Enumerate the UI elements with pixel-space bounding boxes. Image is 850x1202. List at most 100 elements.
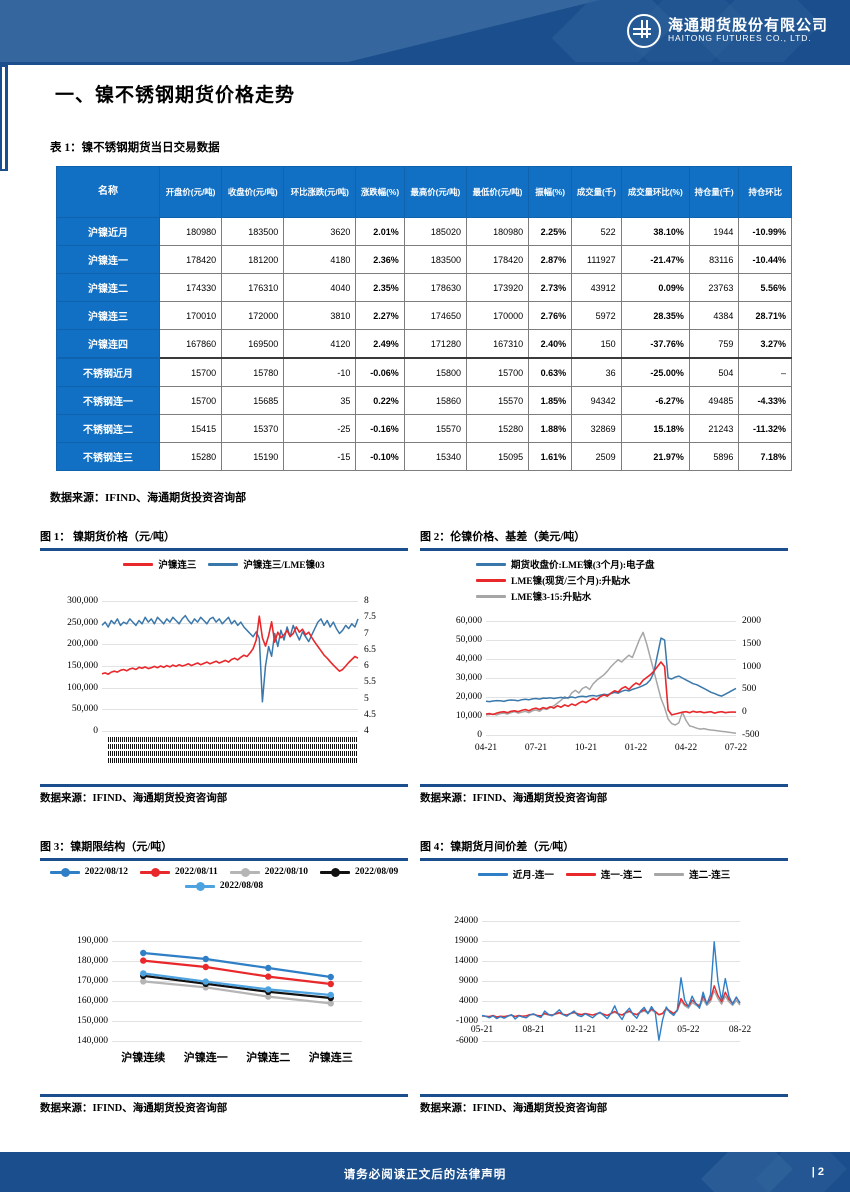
figure-3-source: 数据来源：IFIND、海通期货投资咨询部	[40, 1103, 228, 1114]
table-cell: 35	[283, 386, 357, 415]
figure-4-plot-area: -6000 -1000 4000 9000 14000 19000 24000 05-21 08…	[420, 863, 788, 1091]
gridline	[486, 640, 736, 641]
table-cell: 15700	[158, 357, 223, 387]
figure-4-caption: 图 4：镍期货月间价差（元/吨）	[420, 841, 575, 853]
axis-tick-label: -1000	[455, 1016, 478, 1026]
table-cell: 15415	[158, 414, 223, 443]
table-cell: 2.40%	[528, 329, 573, 359]
table-cell: -10	[283, 357, 357, 387]
gridline	[486, 678, 736, 679]
figure-1-legend: 沪镍连三 沪镍连三/LME镍03	[40, 553, 408, 571]
axis-tick-label: 0	[477, 730, 482, 740]
table-cell: 2.73%	[528, 273, 573, 302]
table-cell: 167310	[465, 329, 530, 359]
axis-tick-label: 11-21	[574, 1025, 597, 1035]
table-row-name: 沪镍连二	[56, 273, 160, 302]
y-axis-left-labels: 0 10,000 20,000 30,000 40,000 50,000 60,000	[420, 553, 482, 781]
axis-tick-label: 05-22	[677, 1025, 700, 1035]
axis-tick-label: 100,000	[67, 682, 98, 693]
company-name-cn: 海通期货股份有限公司	[667, 17, 828, 34]
table-cell: 15860	[403, 386, 467, 415]
data-point	[140, 957, 147, 964]
legend-swatch	[654, 872, 685, 876]
table-cell: 759	[688, 329, 740, 359]
legend-swatch	[123, 562, 154, 566]
table-col-header: 振幅(%)	[528, 166, 573, 218]
table-cell: 5972	[571, 301, 622, 330]
table-cell: -25	[283, 414, 357, 443]
table-cell: 504	[688, 357, 740, 387]
table-cell: 4120	[283, 329, 357, 359]
axis-tick-label: 01-22	[624, 743, 648, 753]
gridline	[102, 601, 358, 602]
table-cell: 28.35%	[620, 301, 690, 330]
figure-1-bottom-rule	[40, 784, 408, 787]
gridline	[482, 921, 740, 922]
table-cell: 32869	[571, 414, 622, 443]
gridline	[112, 981, 362, 982]
table-cell: 21.97%	[620, 442, 690, 471]
figure-2-chart: 期货收盘价:LME镍(3个月):电子盘 LME镍(现货/三个月):升贴水 LME镍3…	[420, 553, 788, 781]
table-header-row: 名称 开盘价(元/吨) 收盘价(元/吨) 环比涨跌(元/吨) 涨跌幅(%) 最高价(元/吨…	[56, 166, 792, 218]
table-cell: 170010	[158, 301, 223, 330]
table-cell: 178420	[465, 245, 530, 274]
table-cell: -11.32%	[738, 414, 792, 443]
table-cell: 15700	[465, 357, 530, 387]
table-col-header: 涨跌幅(%)	[355, 166, 405, 218]
table-row-name: 沪镍连四	[56, 329, 160, 359]
table-row: 沪镍连四 167860 169500 4120 2.49% 171280 167310 2.4…	[56, 329, 792, 359]
table-row: 沪镍连二 174330 176310 4040 2.35% 178630 173920 2.7…	[56, 273, 792, 302]
x-axis-dense-date-labels	[108, 744, 358, 749]
table-cell: 3620	[283, 217, 357, 246]
data-point	[265, 986, 272, 993]
company-name-en: HAITONG FUTURES CO., LTD.	[667, 33, 812, 44]
table-cell: 183500	[221, 217, 285, 246]
futures-data-table: 名称 开盘价(元/吨) 收盘价(元/吨) 环比涨跌(元/吨) 涨跌幅(%) 最高价(元/吨…	[56, 166, 792, 471]
table-cell: 169500	[221, 329, 285, 359]
axis-tick-label: 30,000	[455, 673, 482, 683]
figure-4-chart: 近月-连一 连一-连二 连二-连三 -6000 -1000 4000 9000 14000 1…	[420, 863, 788, 1091]
data-point	[327, 973, 334, 981]
table-row: 不锈钢近月 15700 15780 -10 -0.06% 15800 15700 0.63% 3…	[56, 357, 792, 387]
axis-tick-label: 40,000	[455, 654, 482, 664]
data-point	[265, 993, 272, 1000]
table-cell: 15780	[221, 357, 285, 387]
axis-tick-label: 1000	[742, 661, 761, 672]
legend-item: 期货收盘价:LME镍(3个月):电子盘	[476, 557, 655, 571]
table-cell: -10.44%	[738, 245, 792, 274]
gridline	[102, 709, 358, 711]
table-cell: 7.18%	[738, 442, 792, 471]
axis-tick-label: 08-22	[728, 1025, 752, 1035]
data-point	[265, 964, 272, 972]
footer-bottom-line	[0, 1192, 850, 1196]
table-cell: 38.10%	[620, 217, 690, 246]
data-point	[140, 978, 147, 985]
table-cell: 3.27%	[738, 329, 792, 359]
table-cell: 5896	[688, 442, 740, 471]
figure-3-caption: 图 3：镍期限结构（元/吨）	[40, 841, 173, 853]
legend-item: 2022/08/08	[184, 881, 263, 891]
table-cell: 2509	[571, 442, 622, 471]
table-row: 沪镍连三 170010 172000 3810 2.27% 174650 170000 2.7…	[56, 301, 792, 330]
axis-tick-label: 2000	[742, 616, 761, 626]
axis-tick-label: 04-22	[674, 743, 698, 753]
figure-4-top-rule	[420, 858, 788, 861]
axis-tick-label: 沪镍连一	[183, 1052, 228, 1064]
axis-tick-label: 50,000	[71, 704, 98, 715]
table-cell: 176310	[221, 273, 285, 302]
legend-swatch	[477, 872, 508, 876]
table-cell: -4.33%	[738, 386, 792, 415]
legend-item: 2022/08/12	[49, 867, 128, 877]
table-cell: 178630	[403, 273, 467, 302]
axis-tick-label: 6	[364, 661, 369, 671]
table-row: 沪镍连一 178420 181200 4180 2.36% 183500 178420 2.8…	[56, 245, 792, 274]
axis-tick-label: 9000	[459, 976, 478, 986]
axis-tick-label: 50,000	[455, 635, 482, 645]
table-cell: 178420	[158, 245, 223, 274]
axis-tick-label: 沪镍连续	[121, 1052, 166, 1064]
axis-tick-label: 02-22	[625, 1025, 648, 1035]
table-cell: 2.35%	[355, 273, 405, 302]
axis-tick-label: 10-21	[574, 743, 598, 753]
table-col-header: 持仓环比	[738, 166, 792, 218]
table-cell: 183500	[403, 245, 467, 274]
